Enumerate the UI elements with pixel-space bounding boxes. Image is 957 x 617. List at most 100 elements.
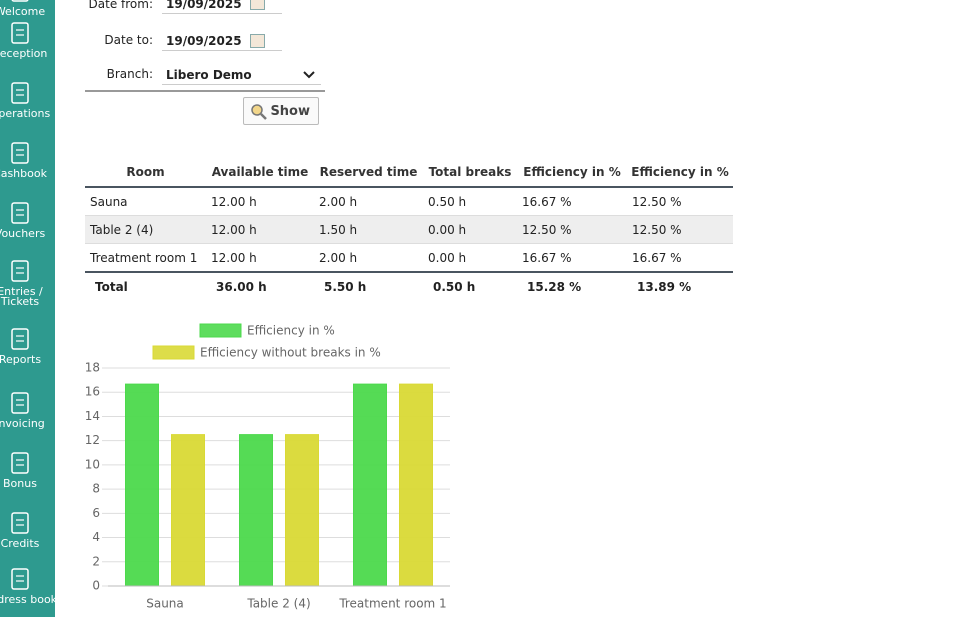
total-cell: Total xyxy=(85,271,206,300)
total-cell: 13.89 % xyxy=(627,271,733,300)
x-tick-label: Treatment room 1 xyxy=(338,597,446,611)
y-tick-label: 8 xyxy=(92,482,100,496)
sidebar-icon xyxy=(11,260,29,282)
total-row: Total 36.00 h 5.50 h 0.50 h 15.28 % 13.89 % xyxy=(85,271,733,300)
y-tick-label: 4 xyxy=(92,530,100,544)
date-to-label: Date to: xyxy=(104,33,153,47)
search-icon xyxy=(251,104,267,120)
icon-shape xyxy=(11,260,29,282)
branch-select[interactable]: Libero Demo xyxy=(162,66,321,85)
sidebar-label: Address book xyxy=(0,593,55,606)
y-tick-label: 6 xyxy=(92,506,100,520)
date-from-input[interactable]: 19/09/2025 xyxy=(162,0,282,14)
bar xyxy=(353,383,387,587)
sidebar-item[interactable]: Credits xyxy=(0,510,55,549)
icon-shape xyxy=(11,82,29,104)
date-to-input[interactable]: 19/09/2025 xyxy=(162,32,282,51)
sidebar-icon xyxy=(11,22,29,44)
icon-shape xyxy=(11,0,29,2)
sidebar: Welcome Reception Operations Cashbook Vouche… xyxy=(0,0,55,617)
sidebar-icon xyxy=(11,142,29,164)
sidebar-icon xyxy=(11,202,29,224)
y-tick-label: 12 xyxy=(85,433,100,447)
table-cell: 2.00 h xyxy=(314,187,423,216)
y-tick-label: 0 xyxy=(92,579,100,593)
sidebar-item[interactable]: Vouchers xyxy=(0,200,55,239)
total-cell: 0.50 h xyxy=(423,271,517,300)
y-tick-label: 14 xyxy=(85,409,100,423)
table-cell: Table 2 (4) xyxy=(85,215,206,244)
bar xyxy=(171,434,205,587)
table-cell: 12.00 h xyxy=(206,187,314,216)
sidebar-icon xyxy=(11,452,29,474)
table-cell: 16.67 % xyxy=(517,243,627,273)
y-tick-label: 10 xyxy=(85,457,100,471)
total-cell: 36.00 h xyxy=(206,271,314,300)
sidebar-label: Reception xyxy=(0,47,48,60)
results-table: Room Available time Reserved time Total bre… xyxy=(85,158,733,300)
column-header: Room xyxy=(85,158,206,188)
legend-swatch xyxy=(199,323,242,338)
icon-shape xyxy=(11,328,29,350)
table-cell: 16.67 % xyxy=(517,187,627,216)
header-row: Room Available time Reserved time Total bre… xyxy=(85,158,733,188)
icon-shape xyxy=(11,568,29,590)
column-header: Reserved time xyxy=(314,158,423,188)
column-header: Efficiency in % xyxy=(627,158,733,188)
sidebar-item[interactable]: Operations xyxy=(0,80,55,119)
date-from-label: Date from: xyxy=(88,0,153,11)
legend-swatch xyxy=(152,345,195,360)
table-cell: 16.67 % xyxy=(627,243,733,273)
sidebar-item[interactable]: Welcome xyxy=(0,0,55,17)
bar xyxy=(285,434,319,587)
sidebar-label: Credits xyxy=(0,537,40,550)
calendar-icon[interactable] xyxy=(250,34,265,48)
table-cell: 12.50 % xyxy=(627,215,733,244)
sidebar-item[interactable]: Cashbook xyxy=(0,140,55,179)
sidebar-label: Bonus xyxy=(3,477,37,490)
table-cell: 0.00 h xyxy=(423,243,517,273)
sidebar-icon xyxy=(11,82,29,104)
sidebar-item[interactable]: Reports xyxy=(0,326,55,365)
branch-label: Branch: xyxy=(106,67,153,81)
table-cell: Sauna xyxy=(85,187,206,216)
total-cell: 5.50 h xyxy=(314,271,423,300)
icon-shape xyxy=(11,142,29,164)
table-cell: Treatment room 1 xyxy=(85,243,206,273)
calendar-icon[interactable] xyxy=(250,0,265,10)
table-cell: 0.00 h xyxy=(423,215,517,244)
sidebar-item[interactable]: Reception xyxy=(0,20,55,59)
column-header: Total breaks xyxy=(423,158,517,188)
column-header: Efficiency in % xyxy=(517,158,627,188)
sidebar-icon xyxy=(11,512,29,534)
icon-shape xyxy=(11,202,29,224)
bar xyxy=(239,434,273,587)
table-cell: 12.00 h xyxy=(206,243,314,273)
sidebar-item[interactable]: Bonus xyxy=(0,450,55,489)
sidebar-item[interactable]: Invoicing xyxy=(0,390,55,429)
table-cell: 1.50 h xyxy=(314,215,423,244)
table-row: Treatment room 1 12.00 h 2.00 h 0.00 h 16.67… xyxy=(85,243,733,273)
icon-shape xyxy=(11,392,29,414)
y-tick-label: 2 xyxy=(92,554,100,568)
dropdown-arrow xyxy=(303,71,315,79)
x-tick-label: Table 2 (4) xyxy=(246,597,310,611)
chart: 0 2 4 6 8 10 12 14 16 18 Efficiency in % Efficiency… xyxy=(85,323,450,611)
table-cell: 12.00 h xyxy=(206,215,314,244)
sidebar-item[interactable]: Entries / Tickets xyxy=(0,258,55,307)
bar xyxy=(125,383,159,587)
sidebar-label: Welcome xyxy=(0,5,46,18)
y-tick-label: 18 xyxy=(85,361,100,375)
y-tick-label: 16 xyxy=(85,385,100,399)
legend-label: Efficiency without breaks in % xyxy=(200,346,381,360)
table-row: Table 2 (4) 12.00 h 1.50 h 0.00 h 12.50 % 12.… xyxy=(85,215,733,244)
bar xyxy=(399,383,433,587)
sidebar-item[interactable]: Address book xyxy=(0,566,55,605)
sidebar-label: Cashbook xyxy=(0,167,47,180)
sidebar-icon xyxy=(11,328,29,350)
separator xyxy=(85,90,325,92)
icon-shape xyxy=(11,452,29,474)
icon-shape xyxy=(11,22,29,44)
sidebar-label: Invoicing xyxy=(0,417,45,430)
table-cell: 12.50 % xyxy=(627,187,733,216)
